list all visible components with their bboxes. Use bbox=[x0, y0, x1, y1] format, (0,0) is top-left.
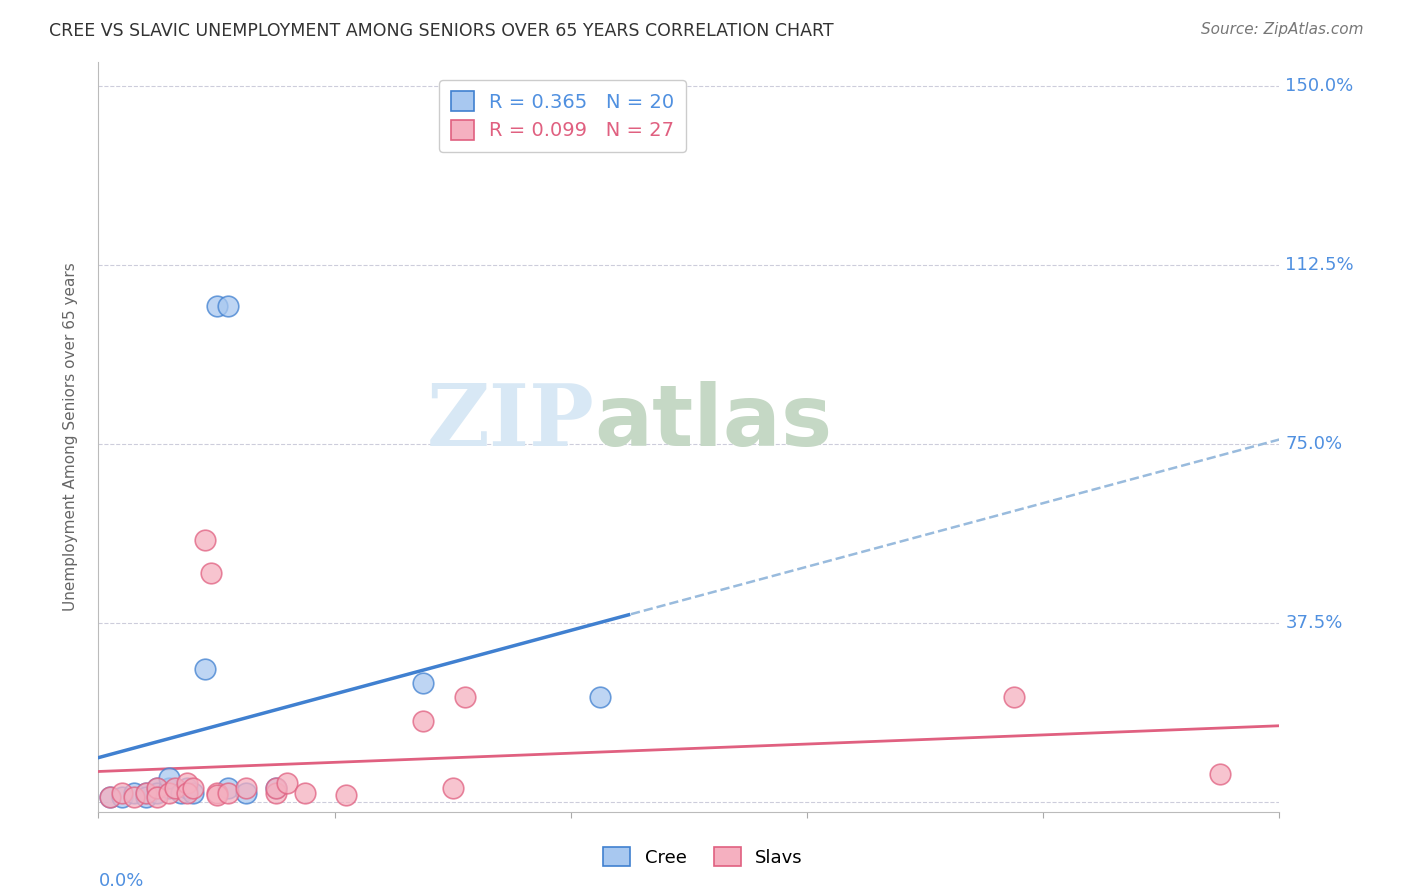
Point bbox=[98, 790, 121, 805]
Point bbox=[441, 780, 464, 795]
Point bbox=[264, 786, 287, 800]
Legend: R = 0.365   N = 20, R = 0.099   N = 27: R = 0.365 N = 20, R = 0.099 N = 27 bbox=[439, 79, 686, 152]
Point bbox=[98, 790, 121, 805]
Y-axis label: Unemployment Among Seniors over 65 years: Unemployment Among Seniors over 65 years bbox=[63, 263, 77, 611]
Point bbox=[194, 661, 217, 675]
Text: 0.0%: 0.0% bbox=[98, 871, 143, 889]
Point bbox=[217, 299, 239, 313]
Point bbox=[176, 776, 198, 790]
Point bbox=[217, 786, 239, 800]
Point bbox=[589, 690, 612, 705]
Text: 112.5%: 112.5% bbox=[1285, 256, 1354, 274]
Text: 150.0%: 150.0% bbox=[1285, 78, 1354, 95]
Point bbox=[122, 790, 145, 805]
Point bbox=[170, 786, 193, 800]
Point bbox=[176, 786, 198, 800]
Point bbox=[146, 780, 169, 795]
Point bbox=[135, 786, 157, 800]
Point bbox=[194, 533, 217, 547]
Point bbox=[294, 786, 316, 800]
Point bbox=[235, 780, 257, 795]
Point bbox=[135, 790, 157, 805]
Point bbox=[205, 788, 228, 802]
Point bbox=[412, 676, 434, 690]
Point bbox=[181, 780, 204, 795]
Point bbox=[335, 788, 357, 802]
Point bbox=[111, 790, 134, 805]
Point bbox=[276, 776, 298, 790]
Point bbox=[111, 786, 134, 800]
Point bbox=[135, 786, 157, 800]
Text: Source: ZipAtlas.com: Source: ZipAtlas.com bbox=[1201, 22, 1364, 37]
Text: atlas: atlas bbox=[595, 381, 832, 464]
Legend: Cree, Slavs: Cree, Slavs bbox=[596, 840, 810, 874]
Point bbox=[146, 780, 169, 795]
Point bbox=[453, 690, 475, 705]
Point bbox=[122, 786, 145, 800]
Point bbox=[1209, 766, 1232, 780]
Point bbox=[1002, 690, 1025, 705]
Text: 75.0%: 75.0% bbox=[1285, 435, 1343, 453]
Text: 37.5%: 37.5% bbox=[1285, 615, 1343, 632]
Point bbox=[181, 786, 204, 800]
Point bbox=[157, 772, 180, 786]
Point bbox=[264, 780, 287, 795]
Point bbox=[157, 780, 180, 795]
Point bbox=[205, 299, 228, 313]
Point bbox=[235, 786, 257, 800]
Point bbox=[146, 790, 169, 805]
Point bbox=[217, 780, 239, 795]
Point bbox=[264, 780, 287, 795]
Text: ZIP: ZIP bbox=[426, 380, 595, 464]
Point bbox=[176, 780, 198, 795]
Point bbox=[157, 786, 180, 800]
Point bbox=[205, 786, 228, 800]
Text: CREE VS SLAVIC UNEMPLOYMENT AMONG SENIORS OVER 65 YEARS CORRELATION CHART: CREE VS SLAVIC UNEMPLOYMENT AMONG SENIOR… bbox=[49, 22, 834, 40]
Point bbox=[146, 786, 169, 800]
Point bbox=[412, 714, 434, 728]
Point bbox=[200, 566, 222, 580]
Point bbox=[165, 780, 187, 795]
